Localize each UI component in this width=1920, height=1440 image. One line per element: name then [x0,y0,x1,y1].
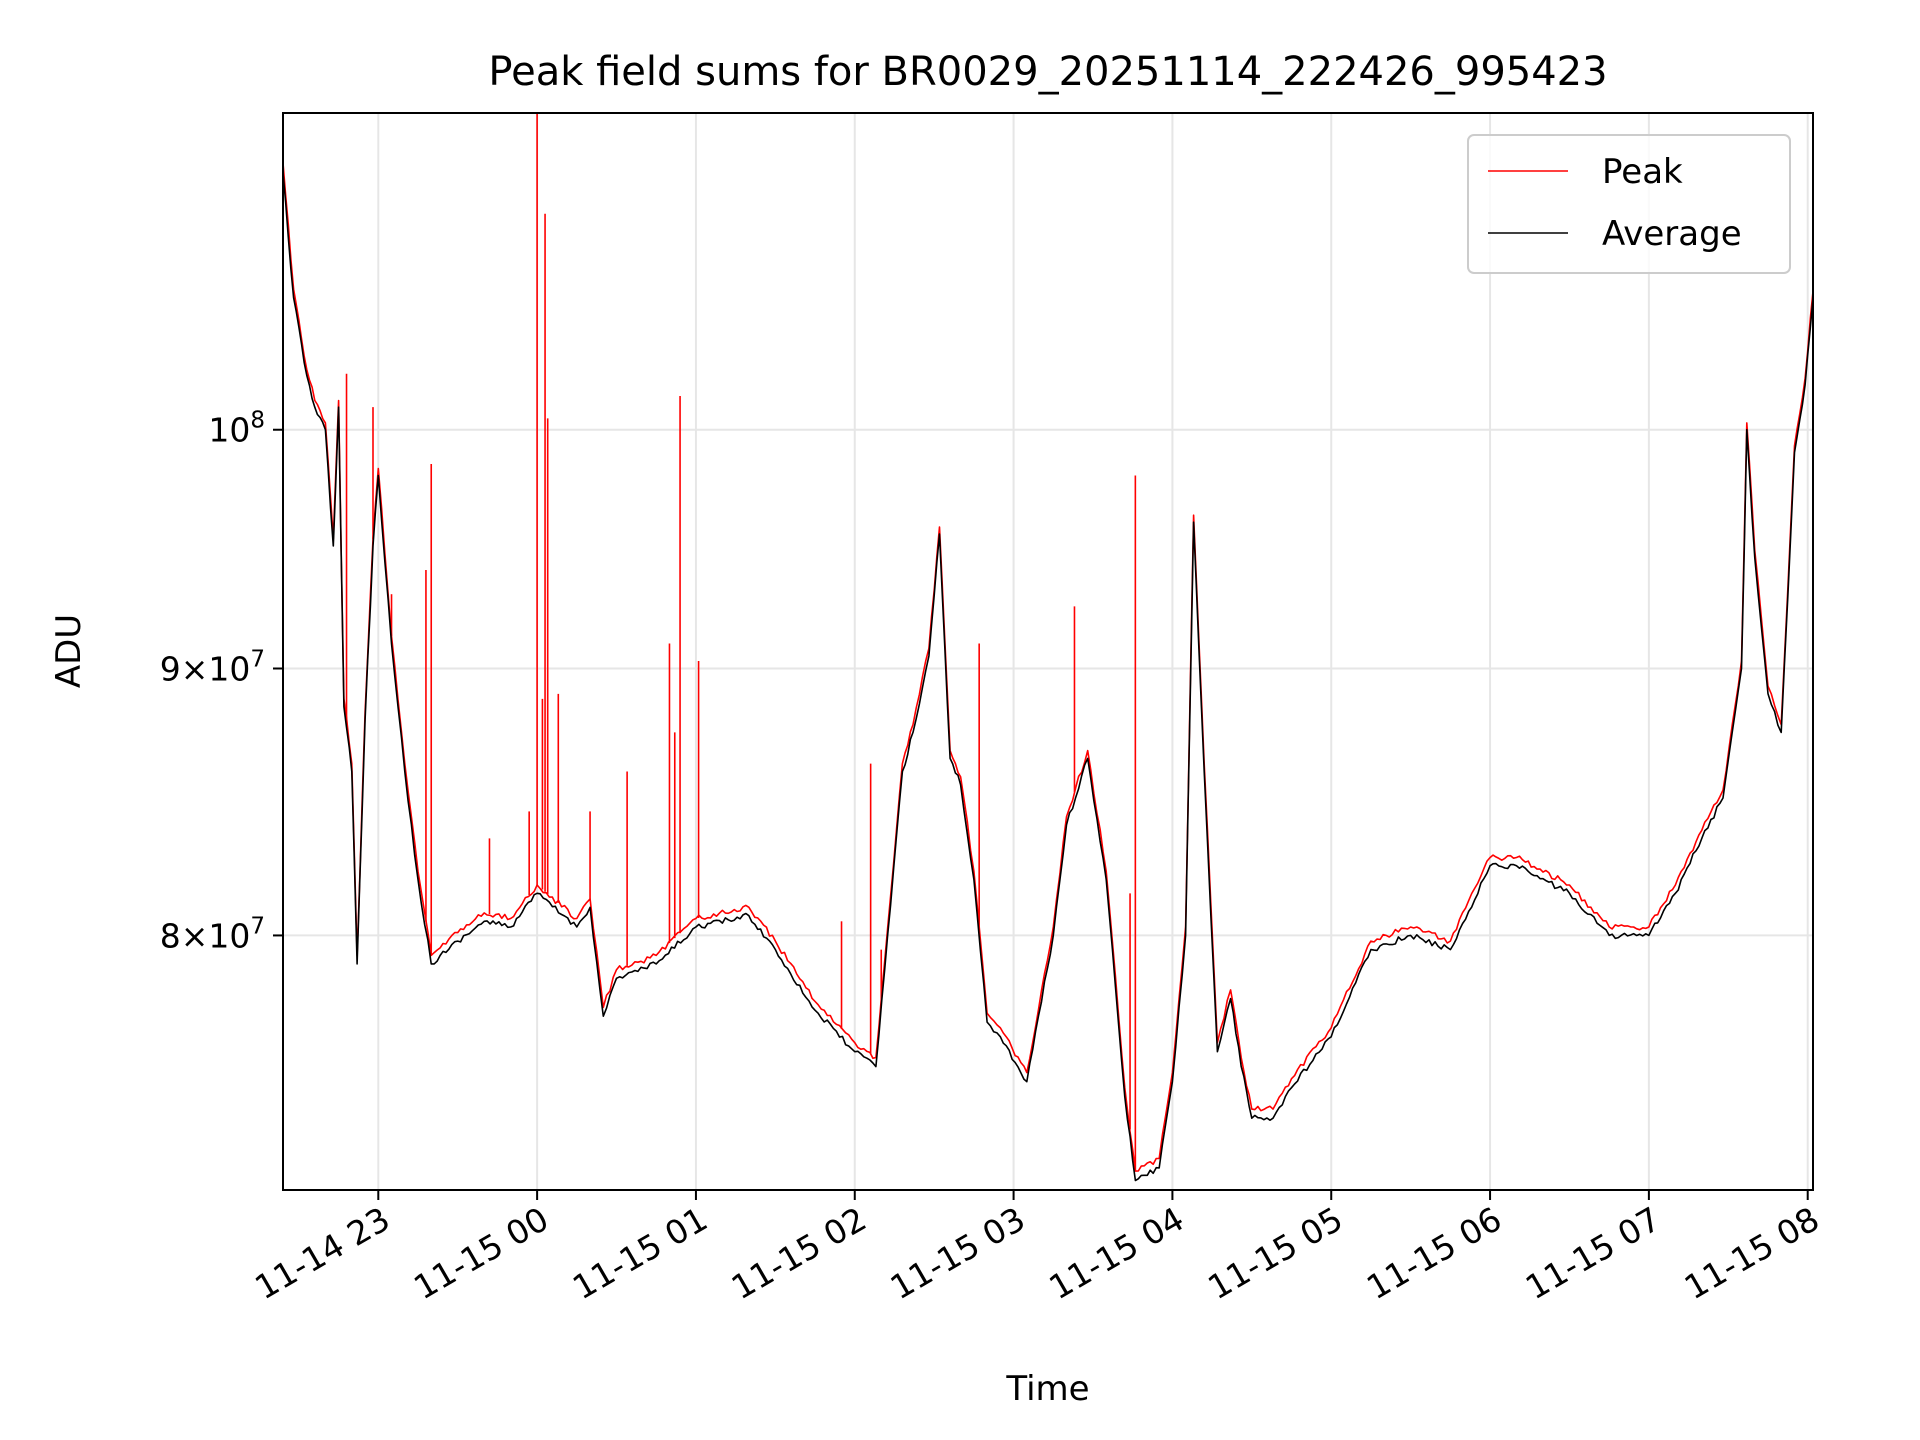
series-layer [283,113,1813,1182]
legend-average-label: Average [1602,214,1742,254]
y-tick-mantissa: 8 [160,916,181,955]
y-tick-times: × [181,650,209,689]
y-axis-label: ADU [49,614,89,688]
plot-frame [282,112,1814,1191]
y-tick-base: 10 [208,650,250,689]
x-axis-label: Time [1005,1369,1089,1409]
y-tick-label: 8×107 [160,913,265,955]
y-tick-times: × [181,916,209,955]
y-tick-label: 108 [208,408,265,450]
chart-title: Peak field sums for BR0029_20251114_2224… [488,49,1607,95]
y-tick-base: 10 [208,411,250,450]
average-series-line [283,172,1813,1182]
legend-peak-label: Peak [1602,152,1683,192]
y-tick-mantissa: 9 [160,650,181,689]
y-tick-base: 10 [208,916,250,955]
y-tick-exponent: 7 [250,647,265,673]
legend-box [1467,134,1791,274]
y-tick-exponent: 8 [250,408,265,434]
y-tick-exponent: 7 [250,913,265,939]
y-tick-label: 9×107 [160,647,265,689]
legend: Peak Average [1467,134,1791,274]
peak-series-line [283,162,1813,1172]
